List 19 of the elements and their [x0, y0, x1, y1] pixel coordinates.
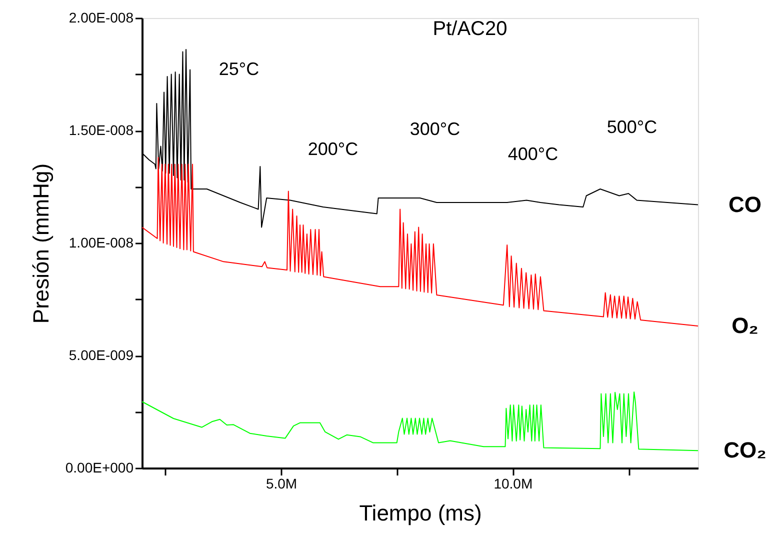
y-tick-label: 1.00E-008 — [68, 234, 134, 250]
y-axis-title: Presión (mmHg) — [28, 163, 54, 324]
series-label: CO — [728, 192, 762, 217]
series-label: O₂ — [732, 313, 758, 338]
annotation: 300°C — [410, 119, 460, 139]
x-axis-title: Tiempo (ms) — [359, 500, 482, 526]
annotation: 200°C — [308, 139, 358, 159]
y-tick-label: 1.50E-008 — [68, 122, 134, 138]
x-tick-label: 5.0M — [266, 476, 298, 492]
y-tick-label: 2.00E-008 — [68, 10, 134, 26]
y-tick-label: 0.00E+000 — [65, 460, 134, 476]
x-tick-label: 10.0M — [494, 476, 533, 492]
y-tick-label: 5.00E-009 — [68, 347, 134, 363]
annotation: 500°C — [606, 117, 658, 137]
annotation: 400°C — [508, 144, 558, 164]
line-series — [142, 391, 698, 452]
annotation: 25°C — [218, 59, 260, 79]
chart-title: Pt/AC20 — [432, 18, 508, 40]
series-label: CO₂ — [724, 438, 766, 463]
